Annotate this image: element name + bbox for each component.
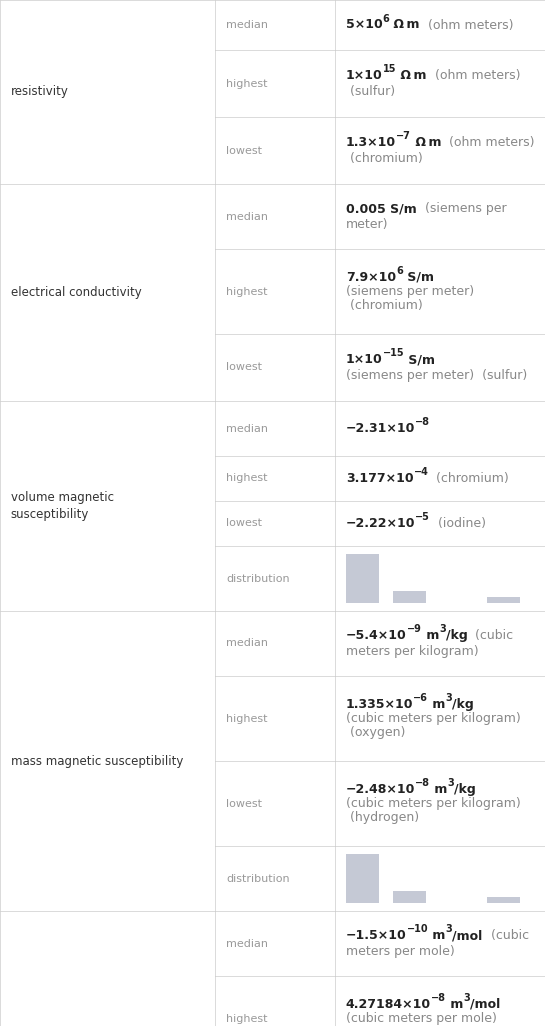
Text: 3: 3	[446, 693, 452, 703]
Text: 1.335×10: 1.335×10	[346, 698, 414, 711]
Text: lowest: lowest	[226, 362, 262, 372]
Bar	[346, 855, 379, 903]
Bar	[346, 554, 379, 603]
Text: −5: −5	[415, 512, 430, 522]
Text: /mol: /mol	[452, 930, 483, 942]
Text: (iodine): (iodine)	[430, 517, 486, 530]
Text: electrical conductivity: electrical conductivity	[11, 286, 142, 299]
Text: m: m	[421, 629, 439, 642]
Text: (ohm meters): (ohm meters)	[427, 69, 520, 82]
Text: distribution: distribution	[226, 574, 289, 584]
Text: (hydrogen): (hydrogen)	[346, 812, 419, 824]
Text: −9: −9	[407, 624, 421, 634]
Text: −2.31×10: −2.31×10	[346, 422, 415, 435]
Text: −8: −8	[415, 778, 430, 788]
Text: −8: −8	[415, 417, 430, 427]
Text: 1×10: 1×10	[346, 69, 383, 82]
Text: 1×10: 1×10	[346, 353, 383, 366]
Text: /kg: /kg	[455, 783, 476, 795]
Text: lowest: lowest	[226, 798, 262, 808]
Text: (siemens per meter)  (sulfur): (siemens per meter) (sulfur)	[346, 369, 527, 382]
Text: meters per mole): meters per mole)	[346, 945, 455, 958]
Text: −6: −6	[414, 693, 428, 703]
Text: m: m	[428, 698, 446, 711]
Text: (chromium): (chromium)	[428, 472, 509, 485]
Text: highest: highest	[226, 474, 268, 483]
Text: median: median	[226, 424, 268, 434]
Text: susceptibility: susceptibility	[11, 508, 89, 521]
Text: 3: 3	[446, 924, 452, 934]
Text: resistivity: resistivity	[11, 85, 69, 98]
Text: 6: 6	[396, 266, 403, 276]
Text: median: median	[226, 211, 268, 222]
Bar	[487, 897, 520, 903]
Bar	[487, 597, 520, 603]
Text: (cubic meters per mole): (cubic meters per mole)	[346, 1012, 497, 1025]
Text: (oxygen): (oxygen)	[346, 726, 405, 740]
Text: 4.27184×10: 4.27184×10	[346, 997, 431, 1011]
Text: m: m	[430, 783, 447, 795]
Text: −5.4×10: −5.4×10	[346, 629, 407, 642]
Text: /kg: /kg	[452, 698, 474, 711]
Text: (cubic: (cubic	[468, 629, 513, 642]
Text: S/m: S/m	[403, 271, 434, 283]
Text: 1.3×10: 1.3×10	[346, 136, 396, 149]
Text: highest: highest	[226, 713, 268, 723]
Text: /mol: /mol	[470, 997, 500, 1011]
Text: 6: 6	[383, 13, 389, 24]
Text: Ω m: Ω m	[411, 136, 441, 149]
Text: volume magnetic: volume magnetic	[11, 491, 114, 505]
Text: mass magnetic susceptibility: mass magnetic susceptibility	[11, 754, 183, 767]
Text: (chromium): (chromium)	[346, 300, 423, 312]
Text: S/m: S/m	[404, 353, 435, 366]
Text: m: m	[428, 930, 446, 942]
Text: −2.22×10: −2.22×10	[346, 517, 415, 530]
Text: (chromium): (chromium)	[346, 152, 423, 165]
Text: (ohm meters): (ohm meters)	[441, 136, 535, 149]
Text: 3: 3	[447, 778, 455, 788]
Text: 7.9×10: 7.9×10	[346, 271, 396, 283]
Text: (cubic: (cubic	[483, 930, 529, 942]
Text: median: median	[226, 939, 268, 948]
Text: (cubic meters per kilogram): (cubic meters per kilogram)	[346, 712, 520, 725]
Text: −1.5×10: −1.5×10	[346, 930, 407, 942]
Text: −15: −15	[383, 348, 404, 358]
Text: median: median	[226, 19, 268, 30]
Text: m: m	[446, 997, 463, 1011]
Text: Ω m: Ω m	[396, 69, 427, 82]
Text: (siemens per: (siemens per	[416, 202, 506, 215]
Text: meter): meter)	[346, 218, 389, 231]
Text: (sulfur): (sulfur)	[346, 85, 395, 97]
Text: distribution: distribution	[226, 873, 289, 883]
Text: meters per kilogram): meters per kilogram)	[346, 645, 479, 658]
Text: 3.177×10: 3.177×10	[346, 472, 414, 485]
Bar	[393, 591, 426, 603]
Text: −10: −10	[407, 924, 428, 934]
Text: lowest: lowest	[226, 146, 262, 156]
Text: −7: −7	[396, 131, 411, 142]
Text: 15: 15	[383, 65, 396, 74]
Text: 3: 3	[439, 624, 446, 634]
Text: highest: highest	[226, 286, 268, 297]
Text: lowest: lowest	[226, 518, 262, 528]
Text: Ω m: Ω m	[389, 18, 420, 32]
Text: (ohm meters): (ohm meters)	[420, 18, 513, 32]
Text: highest: highest	[226, 79, 268, 88]
Text: (siemens per meter): (siemens per meter)	[346, 285, 474, 298]
Text: 5×10: 5×10	[346, 18, 383, 32]
Text: 0.005 S/m: 0.005 S/m	[346, 202, 416, 215]
Text: highest: highest	[226, 1014, 268, 1024]
Text: median: median	[226, 638, 268, 648]
Bar	[393, 891, 426, 903]
Text: (cubic meters per kilogram): (cubic meters per kilogram)	[346, 797, 520, 810]
Text: /kg: /kg	[446, 629, 468, 642]
Text: −8: −8	[431, 993, 446, 1002]
Text: −4: −4	[414, 467, 428, 477]
Text: 3: 3	[463, 993, 470, 1002]
Text: −2.48×10: −2.48×10	[346, 783, 415, 795]
